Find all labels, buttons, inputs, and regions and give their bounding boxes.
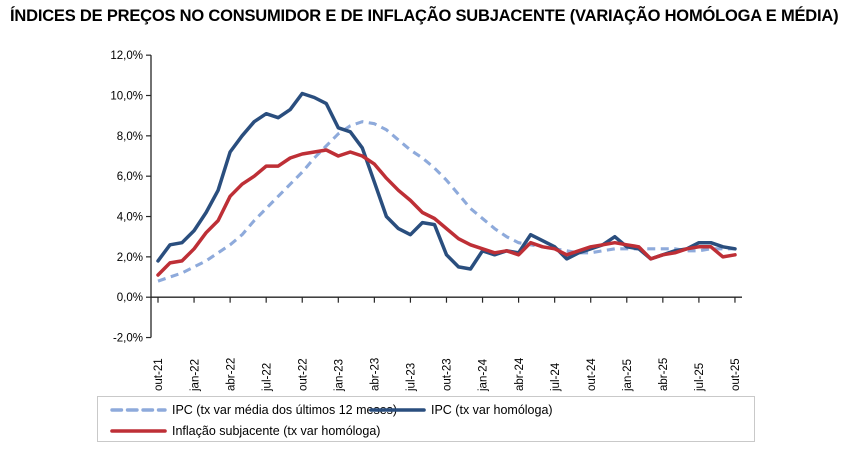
x-axis-tick-label: out-25 [730,358,742,391]
solid-blue-line-swatch-icon [369,408,426,412]
x-axis-tick-label: jul-22 [261,363,273,392]
chart-legend: IPC (tx var média dos últimos 12 meses) … [97,396,755,442]
chart-title: ÍNDICES DE PREÇOS NO CONSUMIDOR E DE INF… [10,7,839,25]
x-axis-tick-label: out-23 [442,358,454,391]
x-axis-tick-label: abr-22 [225,358,237,391]
y-axis-tick-label: -2,0% [113,333,143,345]
x-axis-tick-label: jan-24 [478,358,490,392]
x-axis-tick-label: out-22 [297,358,309,391]
y-axis-tick-label: 4,0% [117,212,143,224]
legend-entry-subjacente: Inflação subjacente (tx var homóloga) [110,424,380,438]
legend-label-ipc-media: IPC (tx var média dos últimos 12 meses) [172,403,398,417]
y-axis-tick-label: 0,0% [117,292,143,304]
y-axis-tick-label: 2,0% [117,252,143,264]
y-axis-tick-label: 12,0% [110,50,143,62]
x-axis-tick-label: abr-23 [370,358,382,391]
x-axis-tick-label: jul-23 [406,363,418,392]
x-axis-tick-label: jan-22 [189,359,201,392]
x-axis-tick-label: out-24 [586,358,598,391]
x-axis-tick-label: abr-25 [658,358,670,391]
y-axis-tick-label: 10,0% [110,91,143,103]
y-axis-tick-label: 6,0% [117,171,143,183]
x-axis-tick-label: jan-25 [622,359,634,392]
x-axis-tick-label: jul-25 [694,363,706,392]
x-axis-tick-label: abr-24 [514,357,526,391]
y-axis-tick-label: 8,0% [117,131,143,143]
legend-label-ipc-homologa: IPC (tx var homóloga) [431,403,553,417]
x-axis-tick-label: jul-24 [550,362,562,392]
legend-entry-ipc-homologa: IPC (tx var homóloga) [369,403,553,417]
legend-entry-ipc-media: IPC (tx var média dos últimos 12 meses) [110,403,397,417]
line-chart: 12,0% 10,0% 8,0% 6,0% 4,0% 2,0% 0,0% -2,0% out-2… [110,50,742,392]
x-axis-tick-label: out-21 [153,358,165,391]
dashed-line-swatch-icon [110,408,167,412]
legend-label-subjacente: Inflação subjacente (tx var homóloga) [172,424,381,438]
series-line-subjacente [156,148,737,277]
legend-row-2: Inflação subjacente (tx var homóloga) [110,422,380,440]
solid-red-line-swatch-icon [110,429,167,433]
x-axis-tick-label: jan-23 [334,359,346,392]
legend-row-1: IPC (tx var média dos últimos 12 meses) … [110,401,553,419]
